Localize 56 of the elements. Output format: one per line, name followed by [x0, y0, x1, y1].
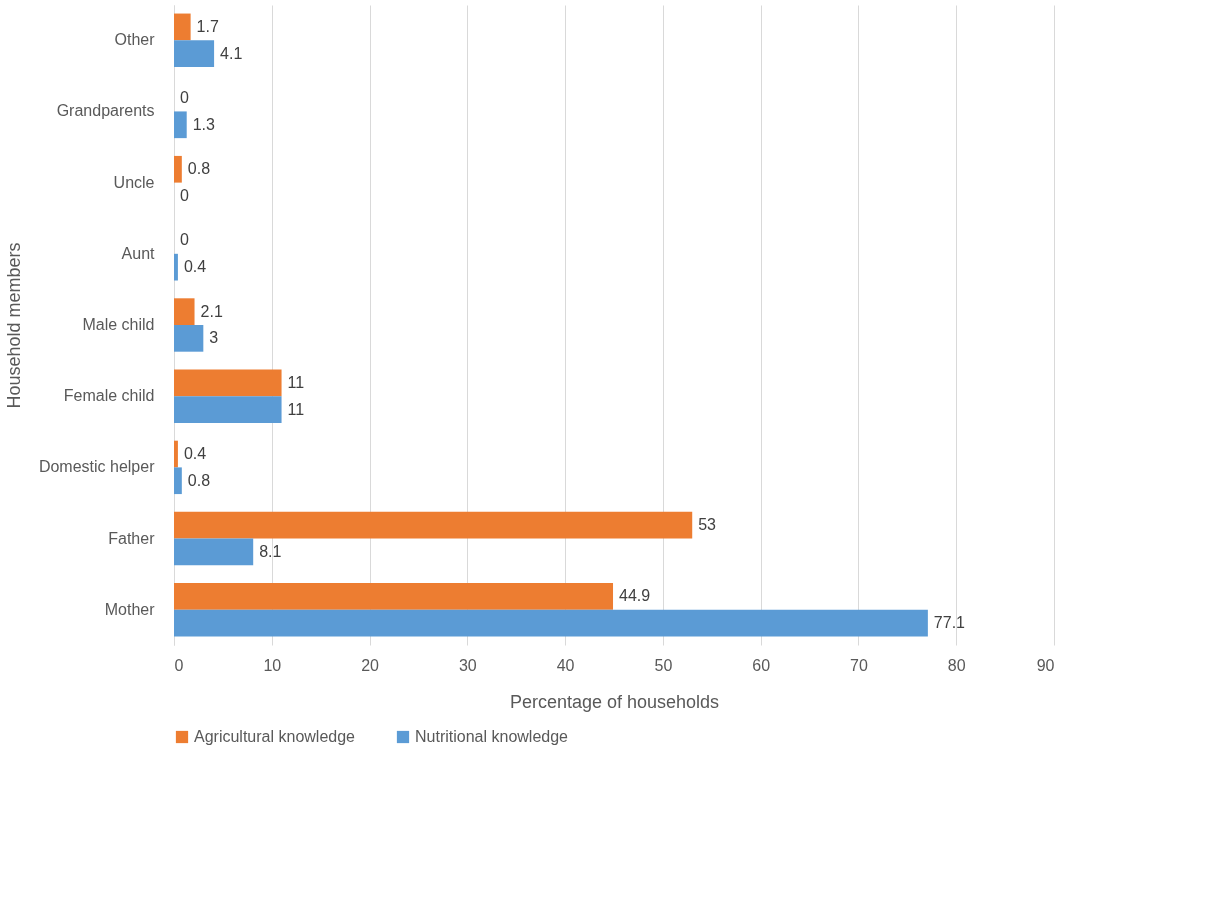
bar	[174, 155, 182, 183]
data-label: 8.1	[259, 542, 282, 560]
data-label: 4.1	[220, 44, 243, 62]
x-tick-label: 70	[850, 656, 868, 674]
bar	[174, 111, 187, 139]
data-label: 0.4	[183, 445, 207, 463]
data-label: 0.4	[183, 258, 207, 276]
x-tick-label: 40	[556, 656, 575, 674]
bar	[174, 511, 693, 539]
bar	[174, 440, 178, 468]
bar	[174, 609, 928, 637]
x-tick-label: 0	[174, 656, 184, 674]
legend-label: Nutritional knowledge	[415, 728, 569, 745]
bar	[174, 13, 191, 41]
y-tick-label: Female child	[63, 387, 155, 405]
y-tick-label: Grandparents	[56, 102, 155, 120]
bar	[174, 538, 254, 566]
data-label: 77.1	[933, 614, 966, 632]
bar	[174, 253, 178, 281]
x-tick-label: 60	[752, 656, 771, 674]
data-label: 1.7	[196, 17, 219, 35]
bar	[174, 298, 195, 325]
data-label: 3	[209, 329, 219, 347]
y-tick-label: Aunt	[121, 244, 156, 262]
y-tick-label: Father	[108, 529, 156, 547]
x-axis-title: Percentage of households	[509, 691, 720, 712]
data-label: 0	[180, 186, 189, 204]
bar	[174, 467, 182, 495]
data-label: 0	[180, 231, 189, 249]
data-label: 53	[698, 516, 717, 534]
y-axis-title: Household members	[3, 242, 24, 409]
data-label: 0.8	[187, 160, 211, 178]
x-tick-label: 30	[458, 656, 477, 674]
legend-label: Agricultural knowledge	[194, 728, 356, 745]
y-tick-label: Male child	[82, 316, 155, 333]
x-tick-label: 20	[361, 656, 380, 674]
y-tick-label: Uncle	[113, 173, 155, 191]
data-label: 1.3	[192, 115, 216, 133]
y-tick-label: Mother	[104, 600, 156, 618]
data-label: 0	[180, 89, 189, 107]
data-label: 44.9	[619, 587, 651, 605]
bar	[174, 583, 614, 610]
bar	[174, 369, 282, 397]
data-label: 2.1	[200, 302, 223, 320]
x-tick-label: 10	[263, 656, 282, 674]
y-tick-label: Domestic helper	[38, 458, 156, 476]
y-tick-label: Other	[114, 31, 156, 49]
data-label: 11	[287, 373, 305, 391]
data-label: 0.8	[187, 471, 211, 489]
bar	[174, 325, 204, 352]
x-tick-label: 50	[654, 656, 673, 674]
x-tick-label: 80	[947, 656, 966, 674]
data-label: 11	[287, 400, 305, 418]
bar	[174, 40, 215, 67]
bar	[174, 396, 282, 423]
x-tick-label: 90	[1036, 656, 1055, 674]
